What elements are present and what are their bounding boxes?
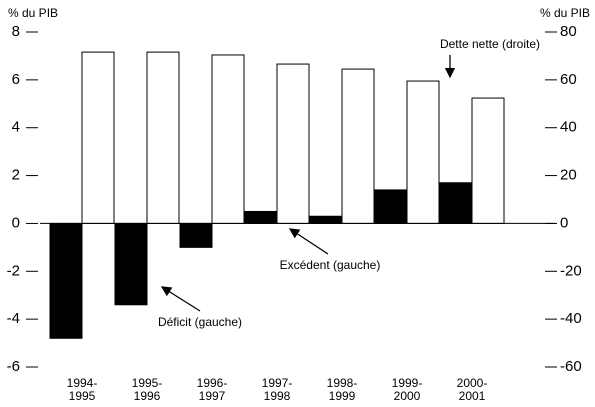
annotation: Déficit (gauche)	[158, 315, 242, 329]
x-tick-label: 1995- 1996	[131, 376, 163, 403]
y-tick-label: -6	[7, 358, 20, 375]
y-tick-label: -2	[7, 262, 20, 279]
y2-tick-label: -60	[560, 358, 582, 375]
bar	[439, 182, 473, 224]
bar	[374, 189, 408, 224]
bar	[146, 51, 180, 224]
bar	[49, 222, 83, 339]
annotation: Dette nette (droite)	[440, 37, 540, 51]
y2-tick-label: 60	[560, 71, 577, 88]
bar	[211, 54, 245, 224]
bar	[406, 80, 440, 224]
bar	[244, 210, 278, 224]
x-tick-label: 1999- 2000	[391, 376, 423, 403]
x-tick-label: 1998- 1999	[326, 376, 358, 403]
bar	[179, 222, 213, 248]
y2-tick-label: -20	[560, 262, 582, 279]
annotation-arrow	[288, 228, 329, 255]
y2-tick-label: 40	[560, 119, 577, 136]
bar	[276, 63, 310, 224]
y-tick-label: 8	[12, 23, 20, 40]
y-tick-label: 4	[12, 119, 20, 136]
annotation-arrow	[160, 286, 201, 312]
x-tick-label: 1997- 1998	[261, 376, 293, 403]
y2-tick-label: 80	[560, 23, 577, 40]
y2-tick-label: -40	[560, 310, 582, 327]
y-axis-label: % du PIB	[8, 6, 58, 20]
y2-tick-label: 0	[560, 214, 568, 231]
bar	[341, 68, 375, 224]
bar	[114, 222, 148, 306]
y2-tick-label: 20	[560, 167, 577, 184]
y-tick-label: 2	[12, 167, 20, 184]
x-tick-label: 1996- 1997	[196, 376, 228, 403]
y-tick-label: -4	[7, 310, 20, 327]
annotation: Excédent (gauche)	[280, 258, 381, 272]
x-tick-label: 1994- 1995	[66, 376, 98, 403]
y2-axis-label: % du PIB	[540, 6, 590, 20]
x-tick-label: 2000- 2001	[456, 376, 488, 403]
y-tick-label: 6	[12, 71, 20, 88]
bar	[471, 97, 505, 224]
bar	[81, 51, 115, 224]
bar	[309, 215, 343, 224]
y-tick-label: 0	[12, 214, 20, 231]
